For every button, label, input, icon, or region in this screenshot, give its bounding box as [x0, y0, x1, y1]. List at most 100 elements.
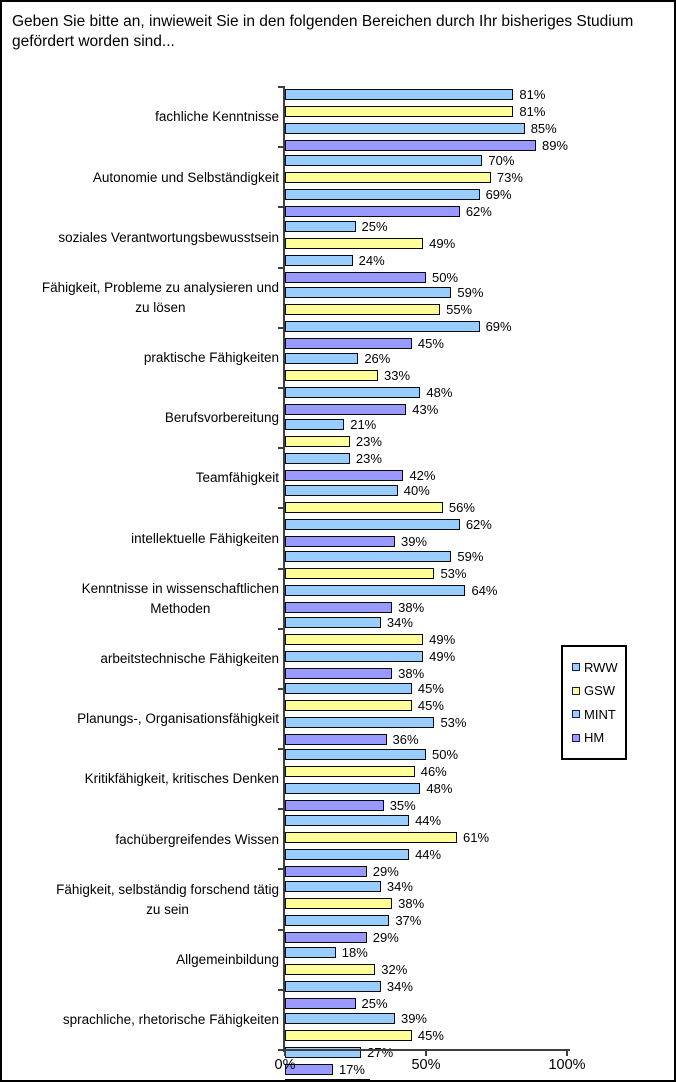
category-label: intellektuelle Fähigkeiten: [8, 508, 279, 568]
category-label: fachliche Kenntnisse: [8, 87, 279, 147]
category-label-text: fachübergreifendes Wissen: [115, 831, 279, 847]
legend-item-hm: HM: [572, 730, 625, 745]
x-axis-tick: [284, 1049, 286, 1056]
bar-gsw: [285, 898, 393, 909]
y-axis-category-tick: [278, 266, 285, 269]
bar-line: 70%: [285, 153, 674, 168]
category-label: Kenntnisse in wissenschaftlichen Methode…: [8, 569, 279, 629]
bar-line: 34%: [285, 615, 674, 630]
bar-group: 25% 49% 24% 50%: [285, 219, 674, 285]
bar-value-label: 40%: [403, 483, 430, 498]
bar-line: 81%: [285, 87, 674, 102]
category-label: fachübergreifendes Wissen: [8, 809, 279, 869]
bar-value-label: 62%: [465, 517, 492, 532]
bar-line: 24%: [285, 253, 674, 268]
bar-line: 42%: [285, 468, 674, 483]
bar-mint: [285, 387, 421, 398]
bar-line: 44%: [285, 813, 674, 828]
bar-rww: [285, 881, 381, 892]
bar-value-label: 45%: [417, 336, 444, 351]
legend-label-mint: MINT: [584, 706, 616, 722]
bar-rww: [285, 1079, 370, 1080]
bar-value-label: 38%: [398, 600, 425, 615]
bar-line: 55%: [285, 302, 674, 317]
category-label-text: praktische Fähigkeiten: [143, 350, 279, 366]
bar-value-label: 56%: [448, 500, 475, 515]
bar-value-label: 18%: [341, 945, 368, 960]
bar-value-label: 37%: [395, 913, 422, 928]
bar-group: 30%45%20%11%: [285, 1077, 674, 1080]
bar-gsw: [285, 634, 424, 645]
bar-group: 39% 45% 27% 17%: [285, 1011, 674, 1077]
bar-line: 17%: [285, 1062, 674, 1077]
bar-value-label: 17%: [338, 1062, 365, 1077]
bar-value-label: 42%: [409, 468, 436, 483]
bar-group: 34% 49% 49% 38%: [285, 615, 674, 681]
bar-rww: [285, 155, 483, 166]
legend-label-gsw: GSW: [584, 683, 616, 699]
bar-mint: [285, 321, 480, 332]
bar-line: 50%: [285, 747, 674, 762]
bar-hm: [285, 734, 387, 745]
bar-line: 45%: [285, 681, 674, 696]
bar-rww: [285, 1013, 395, 1024]
bar-value-label: 55%: [446, 302, 473, 317]
category-axis-labels: fachliche Kenntnisse Autonomie und Selbst…: [8, 87, 279, 1050]
bar-value-label: 69%: [485, 319, 512, 334]
bar-line: 25%: [285, 996, 674, 1011]
bar-line: 38%: [285, 600, 674, 615]
bar-value-label: 34%: [386, 979, 413, 994]
bar-mint: [285, 453, 350, 464]
bar-value-label: 29%: [372, 864, 399, 879]
bar-hm: [285, 1064, 333, 1075]
bar-group: 81% 81% 85% 89%: [285, 87, 674, 153]
bar-mint: [285, 189, 480, 200]
category-label-text: Autonomie und Selbständigkeit: [92, 169, 279, 185]
bar-value-label: 49%: [429, 236, 456, 251]
bar-rww: [285, 551, 452, 562]
bar-hm: [285, 932, 367, 943]
category-label-text: Kritikfähigkeit, kritisches Denken: [84, 771, 279, 787]
bar-line: 62%: [285, 517, 674, 532]
bar-line: 32%: [285, 962, 674, 977]
legend-swatch-rww: [572, 663, 580, 672]
bar-value-label: 35%: [389, 798, 416, 813]
bar-line: 36%: [285, 732, 674, 747]
bar-value-label: 24%: [358, 253, 385, 268]
category-label-text: Fähigkeit, Probleme zu analysieren und z…: [41, 280, 279, 315]
bar-gsw: [285, 304, 441, 315]
category-label-text: Kenntnisse in wissenschaftlichen Methode…: [81, 581, 279, 616]
bar-value-label: 25%: [361, 996, 388, 1011]
x-axis-tick: [566, 1049, 568, 1056]
bar-gsw: [285, 964, 376, 975]
y-axis-category-tick: [278, 928, 285, 931]
y-axis-category-tick: [278, 206, 285, 209]
x-axis-tick-label: 100%: [548, 1057, 586, 1073]
bar-value-label: 48%: [426, 385, 453, 400]
bar-value-label: 48%: [426, 781, 453, 796]
y-axis-category-tick: [278, 386, 285, 389]
bar-line: 59%: [285, 549, 674, 564]
bar-mint: [285, 123, 525, 134]
bar-value-label: 49%: [429, 632, 456, 647]
category-label: arbeitstechnische Fähigkeiten: [8, 629, 279, 689]
bar-value-label: 33%: [384, 368, 411, 383]
bar-value-label: 25%: [361, 219, 388, 234]
bar-hm: [285, 272, 426, 283]
bar-mint: [285, 981, 381, 992]
bar-value-label: 62%: [465, 204, 492, 219]
bar-rww: [285, 683, 412, 694]
bar-line: 89%: [285, 138, 674, 153]
bar-group: 18% 32% 34% 25%: [285, 945, 674, 1011]
category-label: Fähigkeit, selbständig forschend tätig z…: [8, 869, 279, 929]
category-label: Berufsvorbereitung: [8, 388, 279, 448]
category-label: praktische Fähigkeiten: [8, 328, 279, 388]
bar-value-label: 59%: [457, 285, 484, 300]
bar-value-label: 70%: [488, 153, 515, 168]
y-axis-category-tick: [278, 627, 285, 630]
bar-gsw: [285, 238, 424, 249]
bar-value-label: 64%: [471, 583, 498, 598]
bar-line: 18%: [285, 945, 674, 960]
bar-line: 49%: [285, 649, 674, 664]
